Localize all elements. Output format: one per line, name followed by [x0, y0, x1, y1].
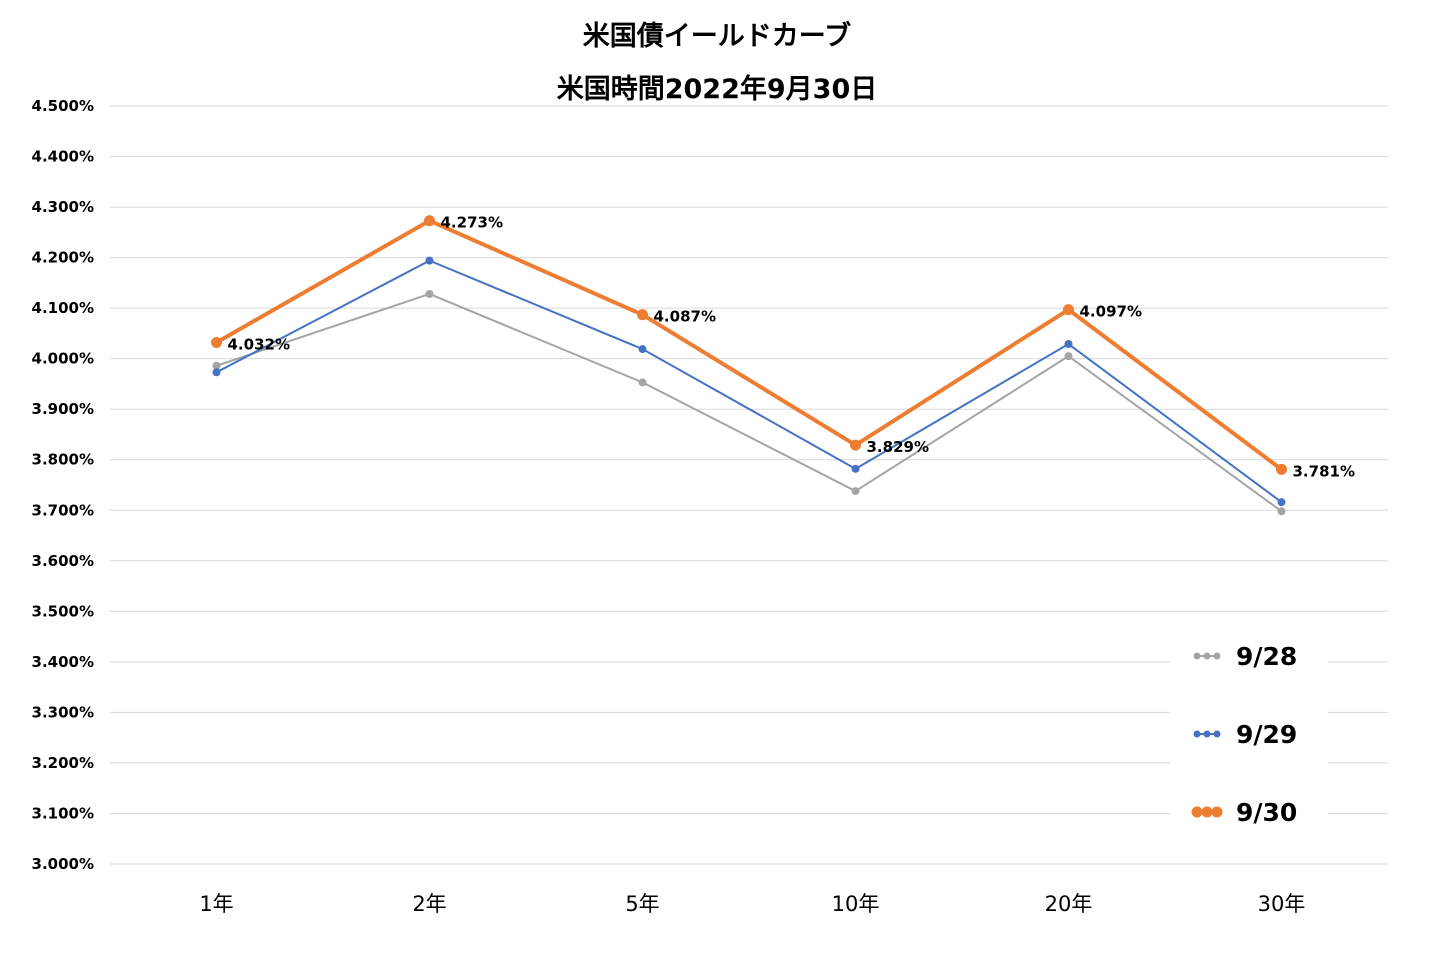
data-point	[638, 345, 647, 354]
legend: 9/28 9/29 9/30	[1170, 630, 1328, 830]
data-point	[212, 368, 221, 377]
y-tick-label: 3.000%	[32, 855, 94, 873]
y-tick-label: 3.300%	[32, 703, 94, 721]
chart-subtitle: 米国時間2022年9月30日	[557, 73, 878, 105]
y-axis-ticks: 4.500% 4.400% 4.300% 4.200% 4.100% 4.000% 3.90…	[32, 97, 94, 873]
x-tick-label: 20年	[1045, 892, 1093, 916]
data-point	[425, 256, 434, 265]
data-point	[211, 336, 222, 348]
data-label: 4.273%	[441, 214, 503, 232]
x-tick-label: 5年	[625, 892, 659, 916]
series-9-30	[211, 215, 1287, 475]
y-tick-label: 4.200%	[32, 249, 94, 267]
data-label: 3.829%	[867, 438, 929, 456]
legend-item: 9/29	[1193, 720, 1297, 749]
series-line	[216, 292, 1283, 513]
legend-marker	[1201, 806, 1213, 818]
legend-marker	[1213, 652, 1221, 660]
x-tick-label: 2年	[412, 892, 446, 916]
series-9-28	[212, 289, 1286, 516]
data-point	[851, 487, 860, 496]
data-point	[1277, 498, 1286, 507]
x-tick-label: 10年	[832, 892, 880, 916]
data-label: 4.032%	[228, 335, 290, 353]
y-tick-label: 4.300%	[32, 198, 94, 216]
data-labels: 4.032% 4.273% 4.087% 3.829% 4.097% 3.781%	[228, 214, 1355, 481]
data-point	[1064, 352, 1073, 361]
data-point	[1063, 304, 1074, 316]
y-tick-label: 3.200%	[32, 754, 94, 772]
y-tick-label: 3.800%	[32, 451, 94, 469]
y-tick-label: 3.500%	[32, 602, 94, 620]
series-9-29	[212, 256, 1286, 507]
legend-label: 9/28	[1236, 642, 1297, 671]
y-tick-label: 4.100%	[32, 299, 94, 317]
x-tick-label: 1年	[199, 892, 233, 916]
data-point	[851, 464, 860, 473]
legend-item: 9/28	[1193, 642, 1297, 671]
y-tick-label: 3.600%	[32, 552, 94, 570]
data-point	[1064, 340, 1073, 349]
y-tick-label: 3.100%	[32, 804, 94, 822]
data-point	[1276, 463, 1287, 475]
chart-title: 米国債イールドカーブ	[583, 20, 851, 52]
data-point	[637, 309, 648, 321]
y-tick-label: 4.000%	[32, 350, 94, 368]
y-tick-label: 3.900%	[32, 400, 94, 418]
data-point	[638, 378, 647, 387]
legend-marker	[1213, 730, 1221, 738]
legend-marker	[1203, 652, 1211, 660]
y-tick-label: 3.700%	[32, 501, 94, 519]
legend-item: 9/30	[1191, 798, 1297, 827]
legend-marker	[1191, 806, 1203, 818]
legend-marker	[1193, 730, 1201, 738]
x-axis-ticks: 1年 2年 5年 10年 20年 30年	[199, 892, 1305, 916]
data-label: 3.781%	[1293, 462, 1355, 480]
y-tick-label: 4.400%	[32, 148, 94, 166]
legend-marker	[1203, 730, 1211, 738]
data-point	[425, 289, 434, 298]
y-tick-label: 3.400%	[32, 653, 94, 671]
data-point	[850, 439, 861, 451]
legend-label: 9/30	[1236, 798, 1297, 827]
x-tick-label: 30年	[1258, 892, 1306, 916]
data-point	[424, 215, 435, 227]
data-point	[212, 361, 221, 370]
data-point	[1277, 507, 1286, 516]
series-line	[215, 218, 1283, 471]
legend-marker	[1193, 652, 1201, 660]
series-line	[216, 259, 1283, 503]
series-lines	[211, 215, 1287, 516]
legend-label: 9/29	[1236, 720, 1297, 749]
legend-marker	[1211, 806, 1223, 818]
y-tick-label: 4.500%	[32, 97, 94, 115]
data-label: 4.097%	[1080, 303, 1142, 321]
data-label: 4.087%	[654, 308, 716, 326]
legend-background	[1170, 630, 1328, 830]
